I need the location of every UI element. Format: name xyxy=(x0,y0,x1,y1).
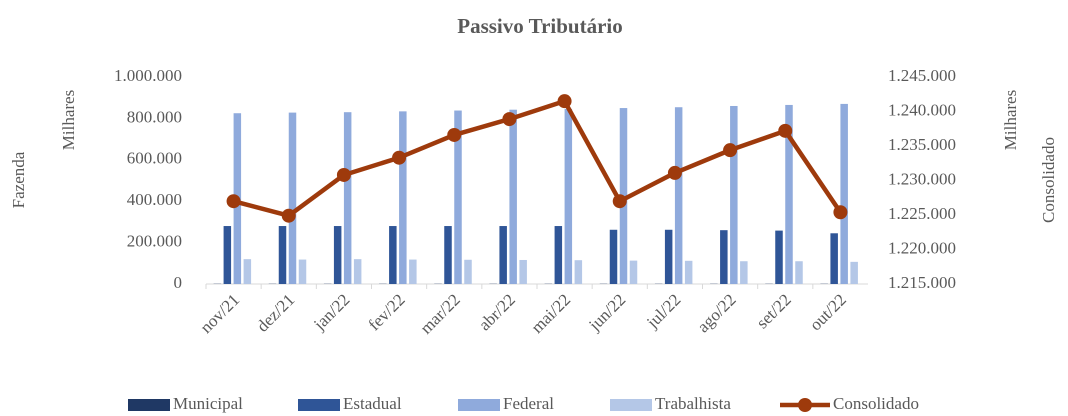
y-units-label: Milhares xyxy=(59,90,78,150)
legend-label: Federal xyxy=(503,394,554,413)
x-tick-label: mar/22 xyxy=(416,290,463,337)
x-tick-label: set/22 xyxy=(753,290,795,332)
line-marker xyxy=(226,194,241,209)
y-tick-label: 200.000 xyxy=(127,232,182,251)
bar xyxy=(830,233,838,284)
y2-tick-label: 1.240.000 xyxy=(888,100,956,119)
y-axis-label: Fazenda xyxy=(9,151,28,208)
bar xyxy=(674,107,683,284)
line-marker xyxy=(667,165,682,180)
y2-tick-label: 1.230.000 xyxy=(888,169,956,188)
x-tick-label: dez/21 xyxy=(253,290,298,335)
y2-tick-label: 1.225.000 xyxy=(888,204,956,223)
legend-swatch xyxy=(610,399,652,411)
bar xyxy=(664,229,673,284)
bar xyxy=(564,108,573,285)
y2-tick-label: 1.245.000 xyxy=(888,66,956,85)
line-marker xyxy=(502,112,517,127)
line-marker xyxy=(281,208,296,223)
bar xyxy=(223,226,232,284)
legend-swatch xyxy=(298,399,340,411)
bar xyxy=(454,110,462,284)
line-marker xyxy=(723,143,738,158)
legend-label: Trabalhista xyxy=(655,394,731,413)
line xyxy=(233,98,843,218)
bar xyxy=(795,261,803,284)
x-tick-label: nov/21 xyxy=(196,290,243,337)
legend-label: Consolidado xyxy=(833,394,919,413)
x-tick-label: jun/22 xyxy=(584,290,629,335)
bar xyxy=(464,259,472,284)
bar xyxy=(409,259,417,284)
bar xyxy=(684,260,693,284)
y2-tick-label: 1.220.000 xyxy=(888,238,956,257)
bar xyxy=(740,261,748,284)
line-marker xyxy=(833,205,848,220)
x-tick-label: jul/22 xyxy=(642,290,684,332)
bar xyxy=(509,109,517,285)
bar xyxy=(730,105,738,284)
line-marker xyxy=(612,194,627,209)
legend-swatch xyxy=(458,399,500,411)
bar xyxy=(519,259,527,284)
bar xyxy=(609,229,618,284)
y2-tick-label: 1.235.000 xyxy=(888,135,956,154)
chart-title: Passivo Tributário xyxy=(457,14,623,38)
y2-tick-label: 1.215.000 xyxy=(888,273,956,292)
bar xyxy=(554,226,563,284)
bar xyxy=(720,230,728,284)
y2-axis-label: Consolidado xyxy=(1039,137,1058,223)
line-marker xyxy=(336,167,351,182)
legend-label: Estadual xyxy=(343,394,402,413)
y-tick-label: 600.000 xyxy=(127,149,182,168)
bar xyxy=(785,104,793,284)
line-marker xyxy=(778,123,793,138)
bar xyxy=(333,226,342,284)
line-marker xyxy=(447,127,462,142)
legend-swatch xyxy=(128,399,170,411)
bar xyxy=(775,230,783,284)
x-tick-label: jan/22 xyxy=(309,290,353,334)
legend-swatch xyxy=(798,398,812,412)
y-tick-label: 1.000.000 xyxy=(114,66,182,85)
bar xyxy=(629,260,638,284)
x-tick-label: out/22 xyxy=(806,290,850,334)
x-tick-label: fev/22 xyxy=(365,290,409,334)
bar xyxy=(444,226,452,284)
bar xyxy=(850,261,858,284)
bar xyxy=(343,112,352,284)
y-tick-label: 0 xyxy=(174,273,183,292)
y-tick-label: 800.000 xyxy=(127,107,182,126)
bar xyxy=(574,260,583,284)
bar xyxy=(389,226,397,284)
line-marker xyxy=(392,150,407,165)
bar xyxy=(288,112,297,284)
y2-units-label: Milhares xyxy=(1001,90,1020,150)
legend-label: Municipal xyxy=(173,394,243,413)
bar xyxy=(499,226,507,284)
bar xyxy=(840,103,848,284)
bar xyxy=(399,111,407,284)
x-tick-label: ago/22 xyxy=(694,290,740,336)
bar xyxy=(298,259,307,284)
bar xyxy=(278,226,287,284)
x-tick-label: abr/22 xyxy=(475,290,519,334)
x-tick-label: mai/22 xyxy=(527,290,574,337)
bar xyxy=(243,259,252,284)
line-marker xyxy=(557,94,572,109)
bar xyxy=(353,259,362,284)
y-tick-label: 400.000 xyxy=(127,190,182,209)
